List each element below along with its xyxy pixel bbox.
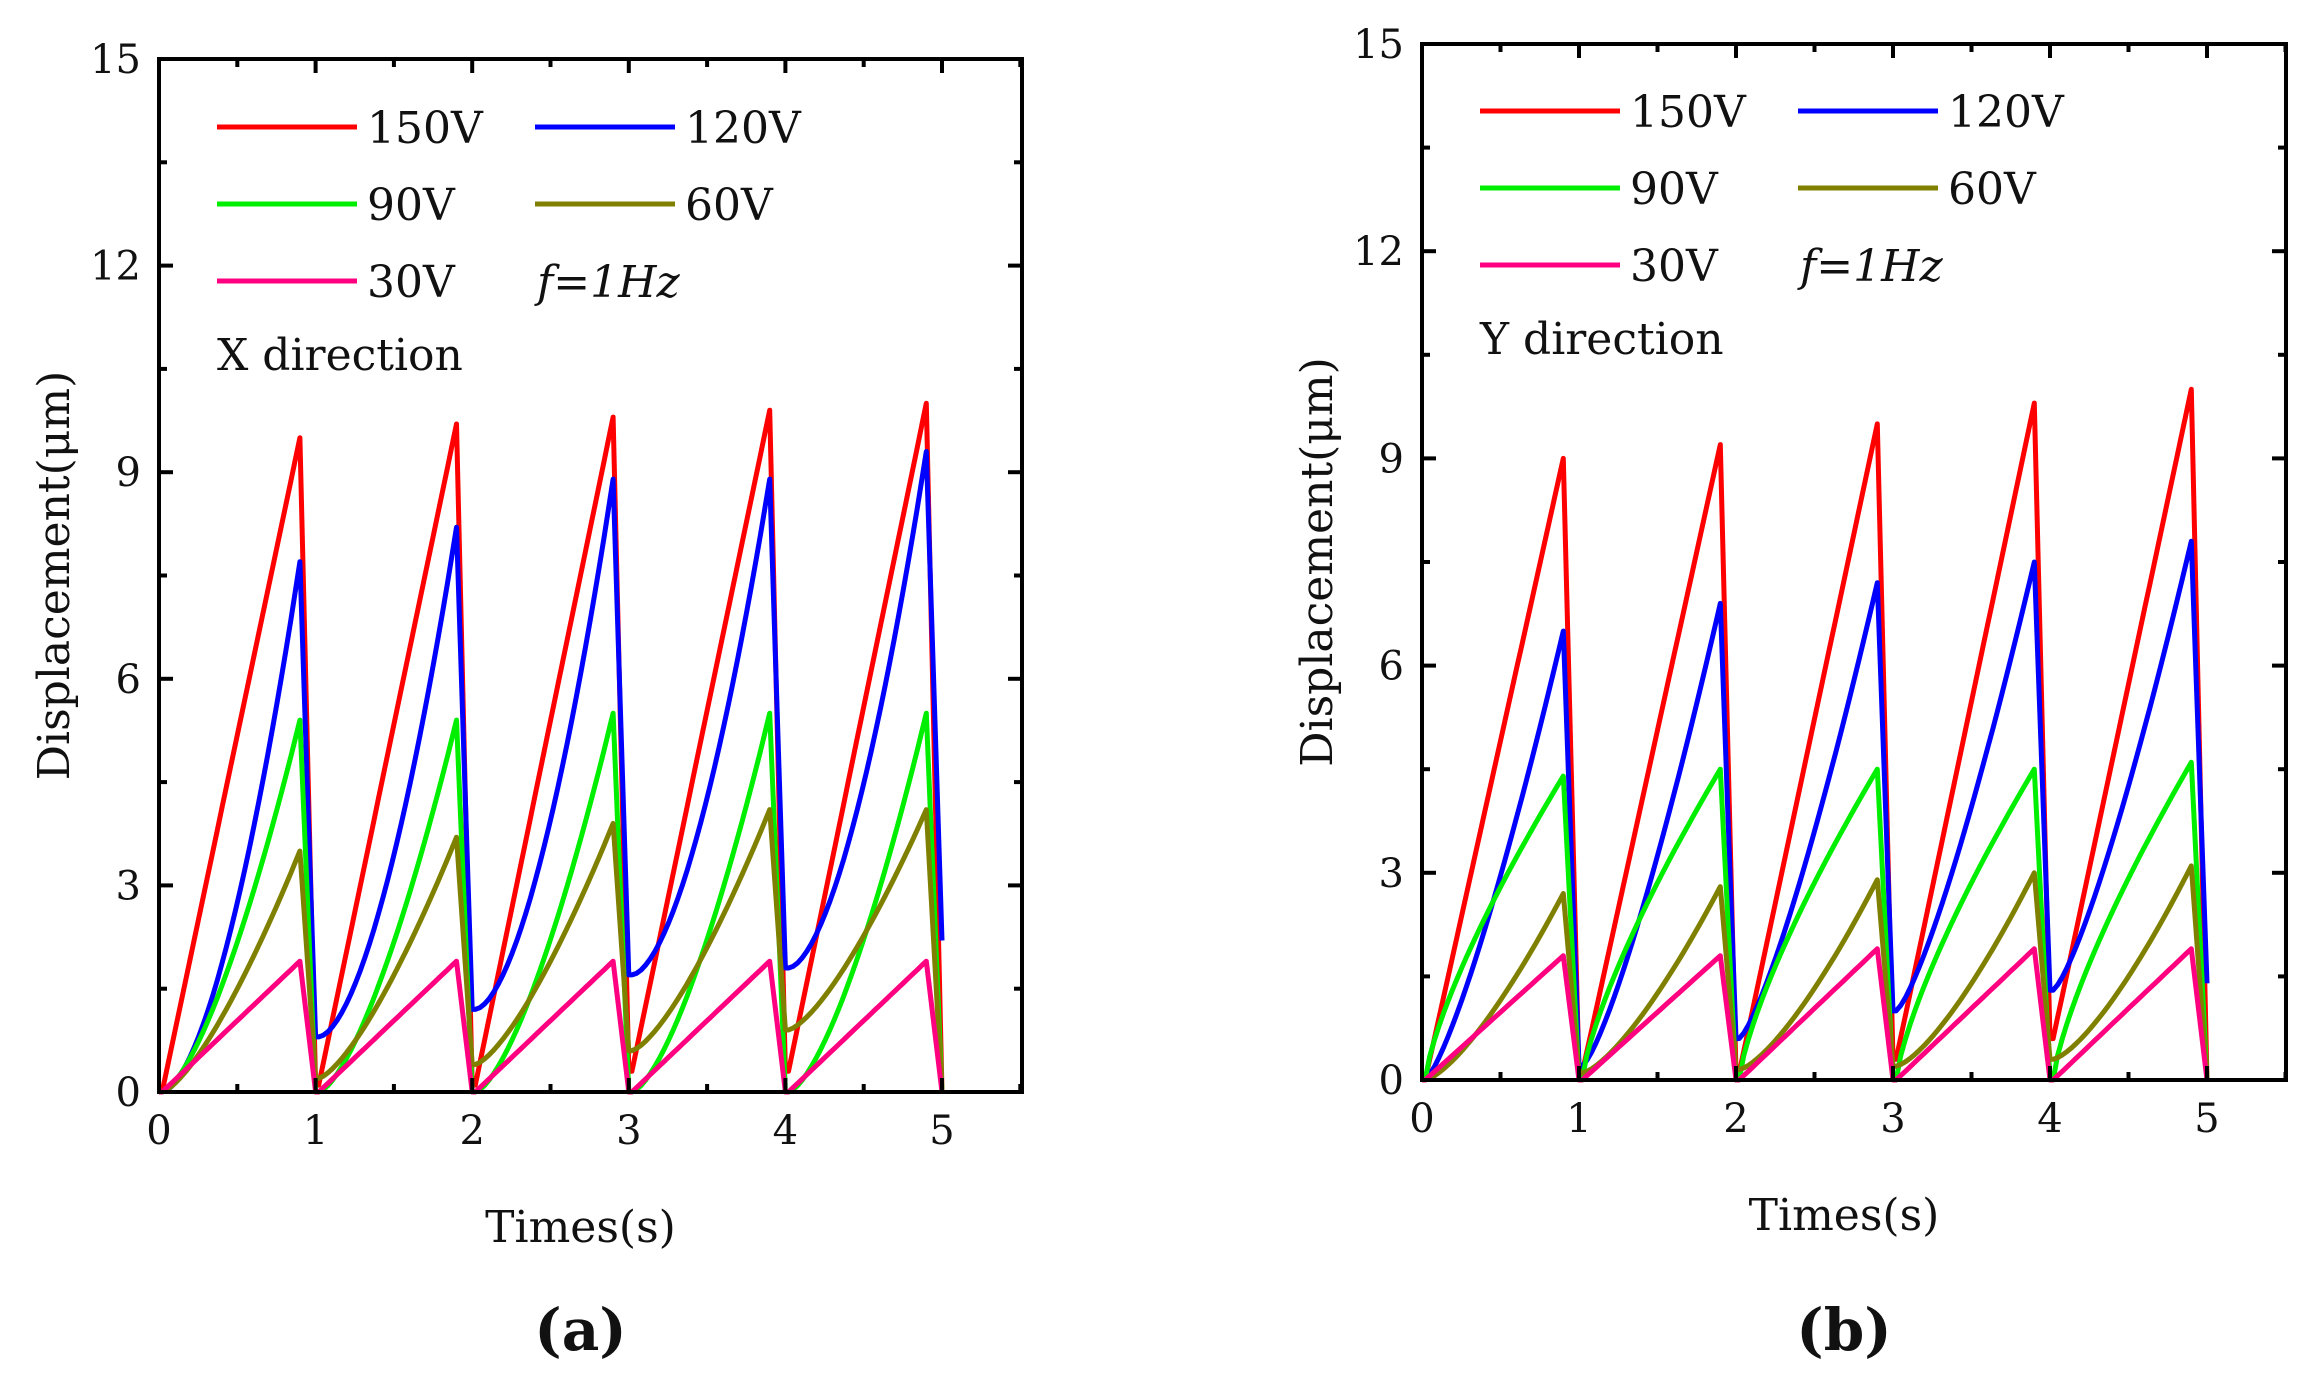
y-tick-label: 15 bbox=[1353, 22, 1404, 68]
x-tick-label: 3 bbox=[616, 1108, 641, 1154]
y-tick-label: 12 bbox=[90, 244, 141, 290]
series-line-150V bbox=[159, 400, 945, 1095]
y-tick-label: 6 bbox=[1379, 644, 1404, 690]
legend-label: 120V bbox=[685, 103, 802, 154]
y-tick-label: 9 bbox=[116, 450, 141, 496]
panel-label: (b) bbox=[1796, 1296, 1891, 1364]
y-tick-label: 0 bbox=[116, 1070, 141, 1116]
frequency-note: f=1Hz bbox=[534, 257, 681, 308]
series-line-30V bbox=[159, 958, 945, 1095]
y-axis-label: Displacement(μm) bbox=[29, 371, 80, 781]
legend-label: 120V bbox=[1948, 87, 2065, 138]
x-tick-label: 0 bbox=[1409, 1096, 1434, 1142]
legend-label: 90V bbox=[1630, 164, 1719, 215]
panel-label: (a) bbox=[534, 1296, 626, 1364]
x-tick-label: 2 bbox=[459, 1108, 484, 1154]
x-axis-label: Times(s) bbox=[1749, 1190, 1940, 1241]
y-tick-label: 0 bbox=[1379, 1058, 1404, 1104]
x-tick-label: 1 bbox=[1566, 1096, 1591, 1142]
legend-label: 30V bbox=[367, 257, 456, 308]
y-axis-label: Displacement(μm) bbox=[1292, 357, 1343, 767]
series-line-150V bbox=[1422, 386, 2210, 1083]
legend-label: 150V bbox=[367, 103, 484, 154]
series-group bbox=[1422, 386, 2210, 1083]
x-tick-label: 4 bbox=[2037, 1096, 2062, 1142]
x-axis-label: Times(s) bbox=[485, 1202, 676, 1253]
series-line-90V bbox=[1422, 759, 2210, 1083]
x-tick-label: 3 bbox=[1880, 1096, 1905, 1142]
x-tick-label: 5 bbox=[2194, 1096, 2219, 1142]
x-tick-label: 4 bbox=[773, 1108, 798, 1154]
direction-annotation: X direction bbox=[217, 330, 463, 381]
series-line-120V bbox=[159, 449, 945, 1095]
y-tick-label: 9 bbox=[1379, 436, 1404, 482]
series-line-60V bbox=[159, 807, 945, 1095]
series-line-120V bbox=[1422, 538, 2210, 1083]
legend-label: 150V bbox=[1630, 87, 1747, 138]
panel-a: 0 1 2 3 4 503691215Times(s)Displacement(μm)(a… bbox=[29, 37, 1024, 1364]
series-line-30V bbox=[1422, 946, 2210, 1083]
panel-b: 0 1 2 3 4 503691215Times(s)Displacement(μm)(b… bbox=[1292, 22, 2288, 1364]
x-tick-label: 2 bbox=[1723, 1096, 1748, 1142]
series-line-60V bbox=[1422, 863, 2210, 1083]
direction-annotation: Y direction bbox=[1479, 314, 1724, 365]
x-tick-label: 5 bbox=[929, 1108, 954, 1154]
y-tick-label: 15 bbox=[90, 37, 141, 83]
legend-label: 90V bbox=[367, 180, 456, 231]
y-tick-label: 3 bbox=[116, 863, 141, 909]
series-group bbox=[159, 400, 945, 1095]
legend-label: 60V bbox=[1948, 164, 2037, 215]
y-tick-label: 3 bbox=[1379, 851, 1404, 897]
legend-label: 60V bbox=[685, 180, 774, 231]
frequency-note: f=1Hz bbox=[1797, 241, 1944, 292]
y-tick-label: 6 bbox=[116, 657, 141, 703]
y-tick-label: 12 bbox=[1353, 229, 1404, 275]
legend-label: 30V bbox=[1630, 241, 1719, 292]
x-tick-label: 1 bbox=[303, 1108, 328, 1154]
x-tick-label: 0 bbox=[146, 1108, 171, 1154]
